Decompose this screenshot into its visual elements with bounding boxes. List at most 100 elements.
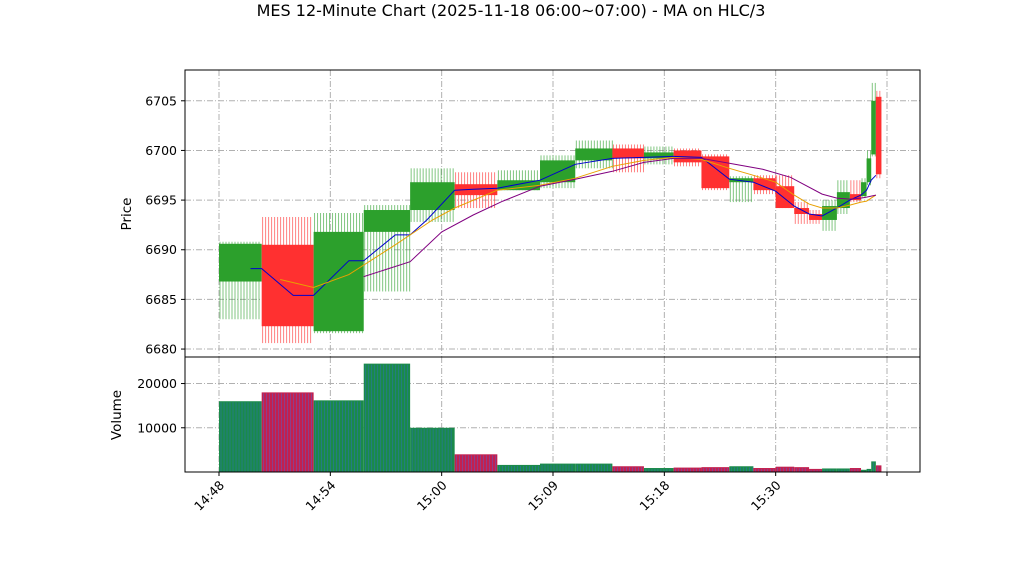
x-axis: 14:48 14:54 15:00 15:09 15:18 15:30: [191, 472, 888, 514]
volume-bar: [729, 466, 754, 472]
volume-bar: [540, 463, 576, 472]
candle-body: [861, 182, 867, 197]
candle: [861, 178, 867, 199]
x-tick-label: 14:48: [191, 477, 227, 513]
volume-bar: [363, 363, 411, 472]
chart-title: MES 12-Minute Chart (2025-11-18 06:00~07…: [257, 1, 766, 20]
volume-bar: [643, 468, 674, 472]
volume-panel: 10000 20000: [137, 356, 921, 473]
candle: [866, 150, 872, 186]
candle-body: [753, 178, 776, 191]
volume-bar: [261, 392, 314, 472]
volume-bar-fill: [497, 464, 541, 472]
candle: [875, 90, 882, 179]
candle-body: [575, 148, 613, 161]
candle-body: [866, 158, 872, 183]
volume-bar-fill: [866, 468, 872, 472]
candle: [673, 148, 702, 167]
volume-bar: [575, 463, 613, 472]
candle: [753, 175, 776, 195]
candle-body: [775, 186, 795, 209]
volume-bar-fill: [575, 463, 613, 472]
volume-bar-fill: [313, 400, 364, 472]
x-tick-label: 15:18: [636, 477, 672, 513]
candle-body: [454, 184, 498, 196]
candle: [822, 200, 837, 231]
volume-bar-fill: [410, 427, 455, 472]
volume-bar-fill: [875, 465, 882, 472]
candle: [219, 241, 262, 320]
volume-bar-fill: [612, 466, 644, 472]
volume-bar: [219, 401, 262, 472]
volume-bar: [849, 468, 862, 472]
volume-bar: [775, 466, 795, 472]
candle-body: [809, 213, 823, 220]
candle-body: [673, 150, 702, 163]
candle: [775, 175, 795, 209]
ma-line-3: [363, 157, 877, 278]
volume-bar: [612, 466, 644, 472]
candle: [261, 216, 314, 344]
candle: [836, 180, 850, 214]
volume-bar-fill: [809, 468, 823, 472]
candle: [363, 205, 411, 292]
volume-bar: [701, 467, 730, 472]
volume-bar-fill: [836, 468, 850, 472]
ma-line-1: [250, 155, 877, 296]
candle-body: [363, 210, 411, 232]
volume-bar-fill: [861, 469, 867, 472]
x-tick-label: 15:00: [414, 477, 450, 513]
volume-bar: [794, 467, 810, 472]
volume-bar: [410, 427, 455, 472]
price-tick-label: 6685: [145, 292, 177, 307]
volume-bar-fill: [729, 466, 754, 472]
volume-bar: [313, 400, 364, 472]
candle-body: [219, 243, 262, 282]
candle-body: [497, 180, 541, 191]
volume-tick-label: 10000: [137, 420, 177, 435]
price-tick-label: 6680: [145, 342, 177, 357]
volume-bar-fill: [775, 466, 795, 472]
candle-body: [313, 231, 364, 332]
candle: [410, 168, 455, 222]
x-tick-label: 15:30: [748, 477, 784, 513]
price-tick-label: 6700: [145, 143, 177, 158]
volume-bar-fill: [871, 461, 876, 472]
volume-bar-fill: [540, 463, 576, 472]
candle-body: [410, 182, 455, 211]
volume-bar: [753, 468, 776, 472]
y-axis-label-price: Price: [119, 198, 135, 231]
candle: [871, 82, 876, 157]
candle-body: [875, 96, 882, 175]
price-tick-label: 6690: [145, 242, 177, 257]
candle: [454, 172, 498, 209]
volume-bar: [822, 468, 837, 472]
ma-line-2: [280, 156, 877, 289]
candle: [701, 154, 730, 191]
volume-bar-fill: [219, 401, 262, 472]
price-panel: 6680 6685 6690 6695 6700 6705: [145, 69, 921, 358]
volume-bar: [875, 465, 882, 472]
volume-bar: [871, 461, 876, 472]
volume-bar: [673, 467, 702, 472]
volume-bar-fill: [643, 468, 674, 472]
volume-bar: [836, 468, 850, 472]
volume-bar-fill: [454, 454, 498, 472]
candle: [313, 213, 364, 334]
volume-bar-fill: [822, 468, 837, 472]
x-tick-label: 15:09: [525, 477, 561, 513]
price-tick-label: 6705: [145, 93, 177, 108]
volume-tick-label: 20000: [137, 376, 177, 391]
candle: [794, 202, 810, 224]
candle-body: [643, 152, 674, 159]
volume-bar-fill: [849, 468, 862, 472]
candle-body: [836, 192, 850, 209]
candle-body: [612, 148, 644, 159]
x-tick-label: 14:54: [302, 477, 338, 513]
candle-body: [701, 156, 730, 189]
volume-bar: [454, 454, 498, 472]
candle: [612, 144, 644, 173]
volume-bar: [497, 464, 541, 472]
y-axis-label-volume: Volume: [109, 390, 125, 440]
